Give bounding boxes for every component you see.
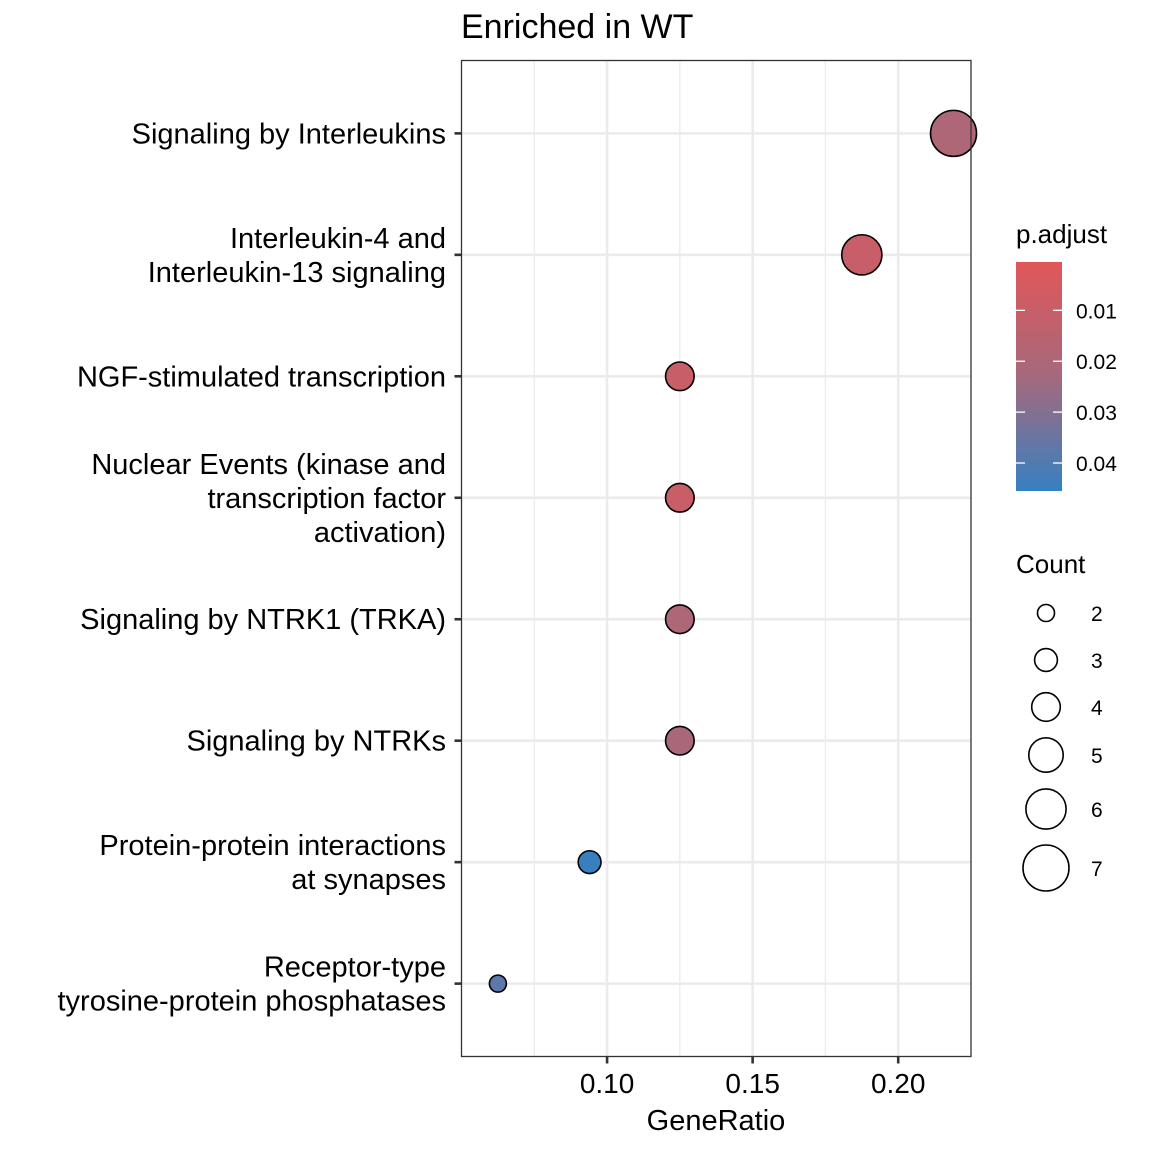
data-point — [488, 974, 508, 993]
color-legend-title: p.adjust — [1016, 219, 1108, 249]
category-label-line: Signaling by Interleukins — [132, 118, 446, 150]
category-label: Protein-protein interactions at synapses — [99, 830, 446, 896]
size-legend-key — [1030, 691, 1062, 723]
size-legend-key — [1036, 603, 1056, 623]
category-label-line: Interleukin-4 and — [230, 223, 446, 255]
category-label: NGF-stimulated transcription — [77, 361, 446, 393]
data-points — [488, 109, 978, 993]
category-label-line: Signaling by NTRKs — [187, 726, 447, 758]
size-legend-key — [1033, 647, 1059, 673]
category-label-line: transcription factor — [207, 483, 446, 515]
category-label-line: Nuclear Events (kinase and — [91, 449, 446, 481]
size-legend-title: Count — [1016, 549, 1086, 579]
data-point — [929, 109, 978, 158]
size-legend-label: 7 — [1091, 858, 1103, 881]
category-label-line: Interleukin-13 signaling — [148, 257, 446, 289]
size-legend: Count 2 3 4 5 6 7 — [1016, 549, 1103, 892]
size-legend-label: 3 — [1091, 650, 1103, 673]
x-tick-label: 0.10 — [580, 1068, 635, 1099]
category-label: Receptor-type tyrosine-protein phosphatas… — [57, 952, 446, 1018]
data-point — [664, 482, 695, 513]
y-axis-ticks — [454, 132, 462, 985]
color-legend-label: 0.04 — [1076, 453, 1117, 476]
category-label: Nuclear Events (kinase and transcription … — [91, 449, 446, 549]
color-legend-label: 0.02 — [1076, 351, 1117, 374]
category-label-line: tyrosine-protein phosphatases — [57, 986, 446, 1018]
data-point — [664, 604, 695, 635]
data-point — [840, 233, 883, 276]
category-label: Signaling by NTRK1 (TRKA) — [80, 604, 446, 636]
x-axis-ticks — [605, 1056, 900, 1064]
panel-border — [460, 59, 972, 1058]
size-legend-label: 6 — [1091, 799, 1103, 822]
data-point — [577, 849, 602, 875]
color-legend: p.adjust 0.01 0.02 0.03 0.04 — [1016, 219, 1117, 491]
size-legend-key — [1028, 736, 1065, 773]
color-legend-ticks: 0.01 0.02 0.03 0.04 — [1016, 300, 1117, 476]
category-label-line: NGF-stimulated transcription — [77, 361, 446, 393]
color-legend-bar — [1016, 262, 1062, 491]
x-axis-title: GeneRatio — [647, 1105, 786, 1137]
size-legend-label: 4 — [1091, 697, 1103, 720]
category-label: Signaling by Interleukins — [132, 118, 446, 150]
x-tick-label: 0.15 — [725, 1068, 780, 1099]
color-legend-label: 0.03 — [1076, 402, 1117, 425]
category-label: Interleukin-4 and Interleukin-13 signalin… — [148, 223, 446, 289]
grid-lines — [461, 60, 971, 1057]
size-legend-items: 2 3 4 5 6 7 — [1022, 603, 1103, 892]
category-label-line: Signaling by NTRK1 (TRKA) — [80, 604, 446, 636]
size-legend-key — [1025, 788, 1067, 830]
size-legend-label: 5 — [1091, 745, 1103, 768]
chart-title: Enriched in WT — [461, 8, 693, 46]
category-label-line: at synapses — [291, 864, 446, 896]
category-label-line: activation) — [314, 517, 446, 549]
color-legend-label: 0.01 — [1076, 300, 1117, 323]
x-axis-labels: 0.10 0.15 0.20 — [580, 1068, 926, 1099]
size-legend-label: 2 — [1091, 603, 1103, 626]
data-point — [664, 725, 695, 756]
category-label: Signaling by NTRKs — [187, 726, 447, 758]
size-legend-key — [1022, 844, 1070, 892]
data-point — [664, 361, 695, 392]
x-tick-label: 0.20 — [871, 1068, 926, 1099]
category-label-line: Receptor-type — [264, 952, 446, 984]
category-label-line: Protein-protein interactions — [99, 830, 446, 862]
y-axis-labels: Signaling by Interleukins Interleukin-4 a… — [57, 118, 446, 1017]
